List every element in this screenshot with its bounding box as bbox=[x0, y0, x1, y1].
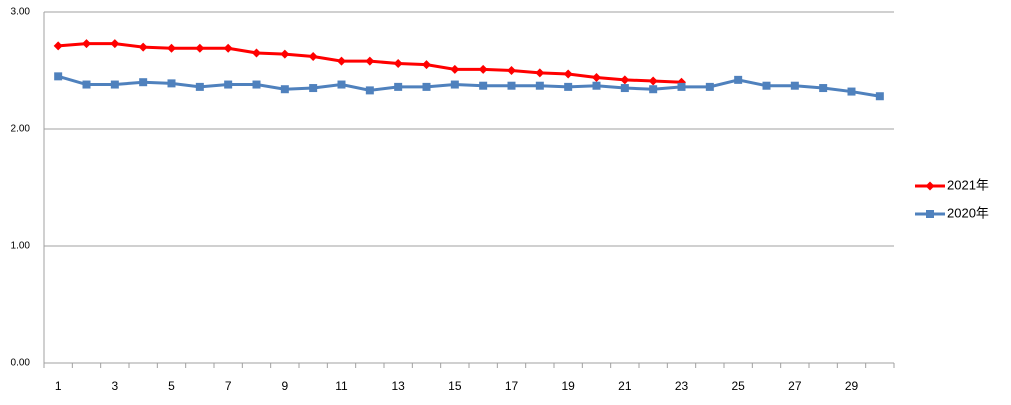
x-tick-label: 19 bbox=[561, 379, 575, 393]
x-tick-label: 29 bbox=[845, 379, 859, 393]
marker bbox=[847, 87, 856, 96]
marker bbox=[280, 85, 289, 94]
marker bbox=[734, 75, 743, 84]
marker bbox=[535, 81, 544, 90]
marker bbox=[535, 68, 545, 78]
marker bbox=[167, 43, 176, 53]
y-tick-label: 3.00 bbox=[11, 7, 31, 18]
marker bbox=[139, 78, 148, 87]
x-tick-label: 3 bbox=[111, 379, 118, 393]
marker bbox=[365, 56, 375, 66]
y-tick-label: 1.00 bbox=[11, 241, 31, 252]
marker bbox=[563, 69, 573, 79]
marker bbox=[308, 51, 318, 61]
marker bbox=[53, 41, 63, 51]
marker bbox=[54, 72, 63, 81]
marker bbox=[110, 80, 119, 89]
marker bbox=[592, 81, 601, 90]
marker bbox=[393, 58, 403, 68]
series-line bbox=[57, 74, 881, 98]
marker bbox=[564, 82, 573, 91]
legend-label: 2021年 bbox=[947, 177, 989, 192]
x-tick-label: 25 bbox=[731, 379, 745, 393]
marker bbox=[450, 64, 460, 74]
marker bbox=[195, 43, 205, 53]
x-tick-label: 11 bbox=[335, 379, 348, 393]
marker bbox=[337, 80, 346, 89]
x-tick-label: 27 bbox=[788, 379, 802, 393]
marker bbox=[394, 82, 403, 91]
marker bbox=[195, 82, 204, 91]
x-tick-label: 17 bbox=[505, 379, 519, 393]
y-tick-label: 0.00 bbox=[11, 358, 31, 369]
x-tick-label: 23 bbox=[675, 379, 689, 393]
marker bbox=[110, 39, 120, 49]
marker bbox=[620, 84, 629, 93]
marker bbox=[620, 75, 630, 85]
x-tick-label: 5 bbox=[168, 379, 175, 393]
legend-label: 2020年 bbox=[947, 205, 989, 220]
marker bbox=[648, 76, 658, 86]
legend-marker bbox=[925, 181, 935, 191]
marker bbox=[82, 39, 91, 49]
marker bbox=[478, 64, 488, 74]
marker bbox=[224, 80, 233, 89]
marker bbox=[649, 85, 658, 94]
marker bbox=[790, 81, 799, 90]
marker bbox=[507, 81, 516, 90]
marker bbox=[507, 66, 516, 75]
marker bbox=[450, 80, 459, 89]
marker bbox=[309, 84, 318, 93]
marker bbox=[592, 73, 601, 83]
marker bbox=[82, 80, 91, 89]
marker bbox=[280, 49, 290, 59]
marker bbox=[167, 79, 176, 88]
y-tick-label: 2.00 bbox=[11, 124, 31, 135]
marker bbox=[677, 82, 686, 91]
marker bbox=[252, 48, 261, 58]
marker bbox=[252, 80, 261, 89]
marker bbox=[762, 81, 771, 90]
x-tick-label: 21 bbox=[618, 379, 632, 393]
marker bbox=[819, 84, 828, 93]
marker bbox=[365, 86, 374, 95]
marker bbox=[223, 43, 233, 53]
x-tick-label: 13 bbox=[391, 379, 405, 393]
marker bbox=[337, 56, 346, 66]
marker bbox=[422, 60, 431, 70]
x-tick-label: 15 bbox=[448, 379, 462, 393]
x-tick-label: 1 bbox=[55, 379, 62, 393]
marker bbox=[875, 92, 884, 101]
x-tick-label: 9 bbox=[281, 379, 288, 393]
legend-marker bbox=[926, 210, 934, 218]
x-tick-label: 7 bbox=[225, 379, 232, 393]
marker bbox=[705, 82, 714, 91]
marker bbox=[422, 82, 431, 91]
marker bbox=[138, 42, 148, 52]
marker bbox=[479, 81, 488, 90]
